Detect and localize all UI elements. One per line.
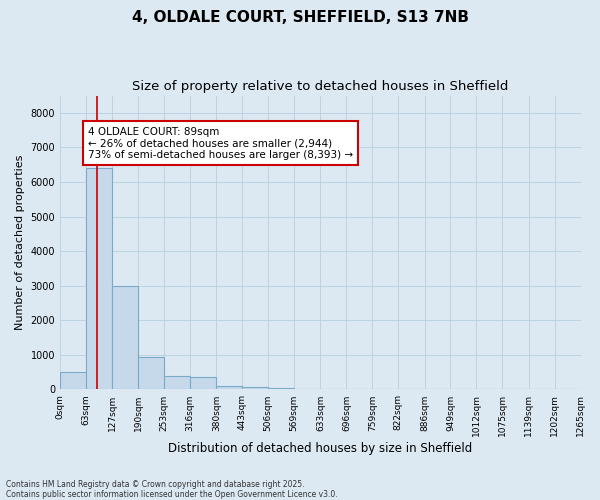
Bar [242, 388, 268, 390]
Text: 4 OLDALE COURT: 89sqm
← 26% of detached houses are smaller (2,944)
73% of semi-d: 4 OLDALE COURT: 89sqm ← 26% of detached … [88, 126, 353, 160]
Bar [86, 168, 112, 390]
Text: Contains HM Land Registry data © Crown copyright and database right 2025.
Contai: Contains HM Land Registry data © Crown c… [6, 480, 338, 499]
Bar [112, 286, 138, 390]
Y-axis label: Number of detached properties: Number of detached properties [15, 155, 25, 330]
Bar [139, 356, 164, 390]
Bar [190, 376, 216, 390]
Bar [164, 376, 190, 390]
Bar [60, 372, 86, 390]
X-axis label: Distribution of detached houses by size in Sheffield: Distribution of detached houses by size … [168, 442, 472, 455]
Bar [217, 386, 242, 390]
Text: 4, OLDALE COURT, SHEFFIELD, S13 7NB: 4, OLDALE COURT, SHEFFIELD, S13 7NB [131, 10, 469, 25]
Bar [268, 388, 294, 390]
Title: Size of property relative to detached houses in Sheffield: Size of property relative to detached ho… [132, 80, 508, 93]
